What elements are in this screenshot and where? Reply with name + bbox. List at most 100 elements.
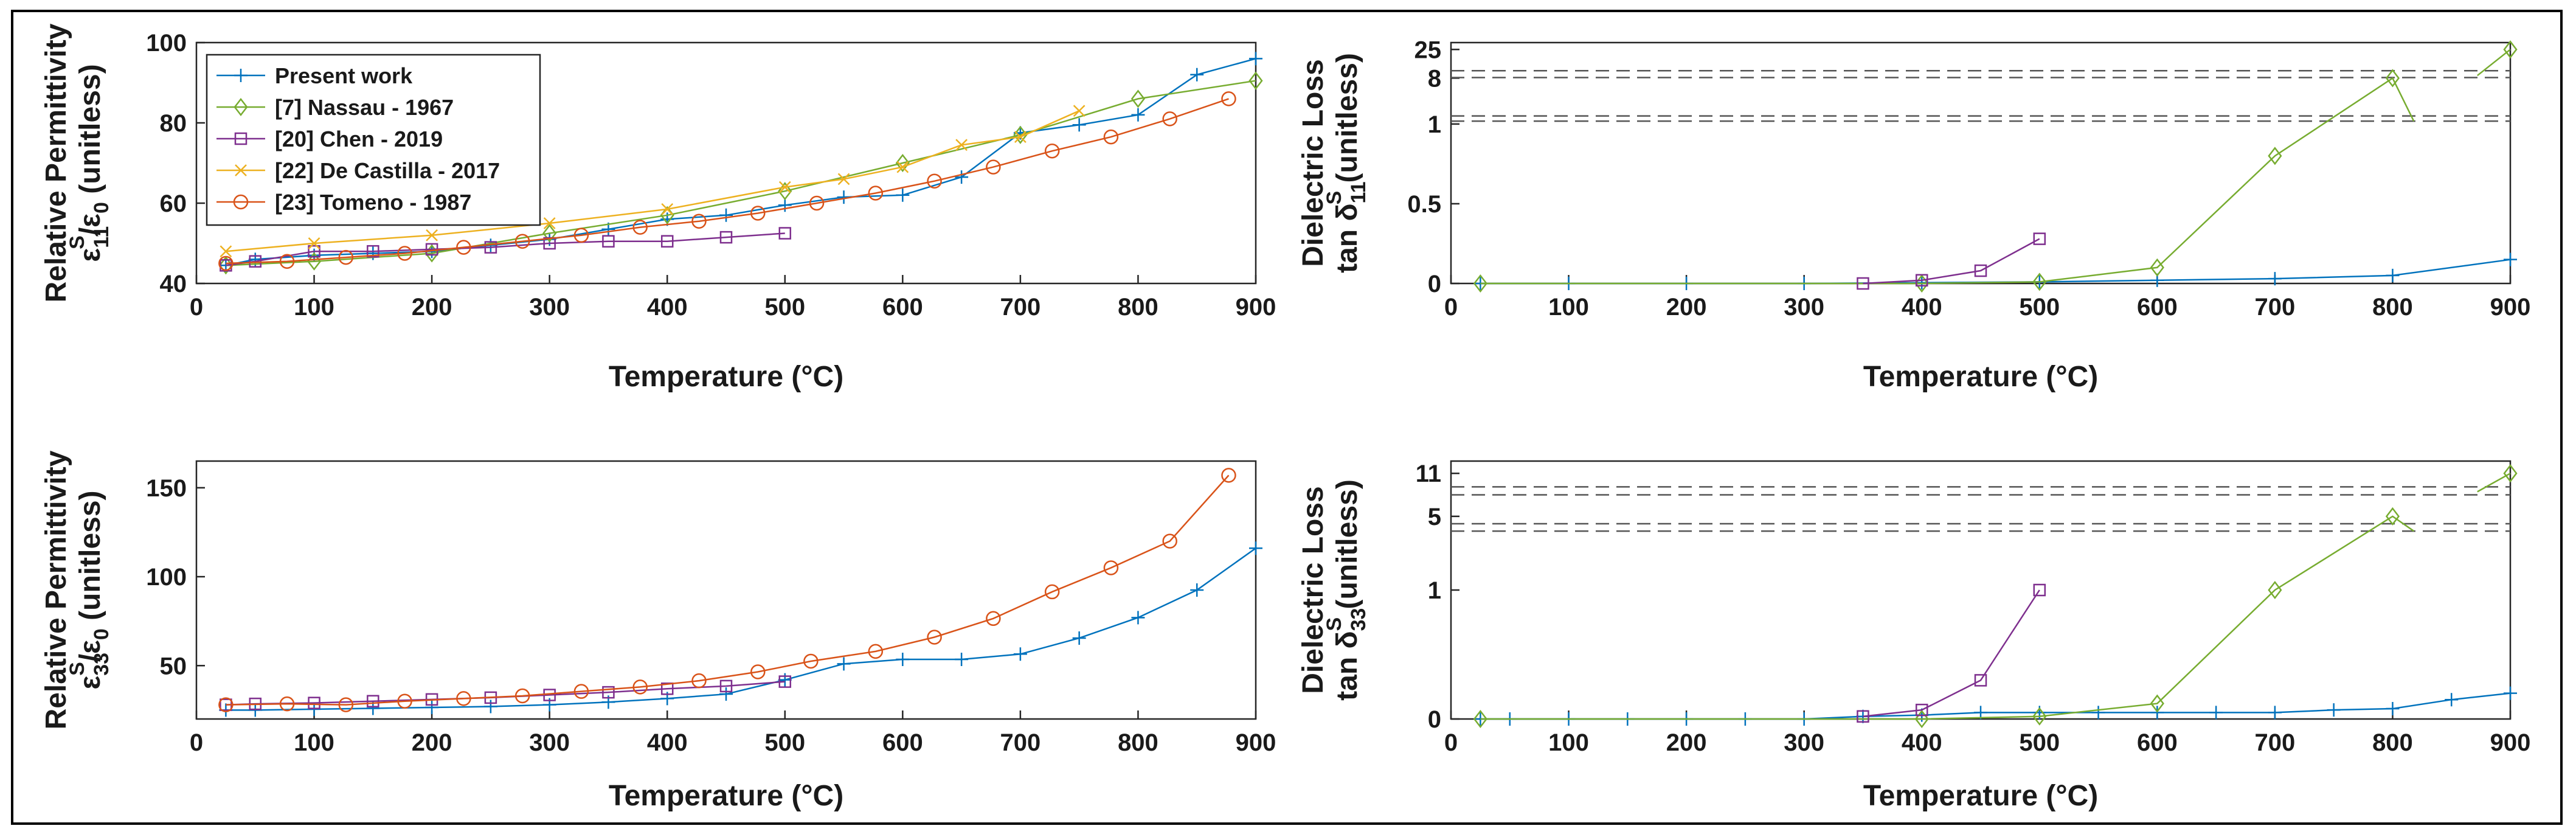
data-point <box>750 664 766 679</box>
plot-area <box>195 41 1257 285</box>
x-tick-label: 200 <box>1666 294 1707 321</box>
x-tick-label: 100 <box>1548 729 1589 756</box>
data-point <box>1974 264 1987 277</box>
data-point <box>2150 694 2164 713</box>
data-point <box>660 682 674 695</box>
y-tick-label: 11 <box>1416 460 1441 487</box>
y-tick-label: 50 <box>160 653 187 679</box>
data-point <box>514 234 530 249</box>
x-tick-label: 300 <box>529 729 570 756</box>
y-axis-label: Dielectric Loss tan δ33S (unitless) <box>1297 479 1370 701</box>
legend-entry: [22] De Castilla - 2017 <box>216 158 500 183</box>
data-point <box>397 693 412 709</box>
data-point <box>1130 89 1146 108</box>
data-point <box>986 611 1001 627</box>
y-tick-label: 60 <box>160 190 187 217</box>
y-tick-label: 1 <box>1428 577 1441 604</box>
y-tick-label: 40 <box>160 271 187 297</box>
chart-eps11: 0 100 200 300 400 500 600 700 800 900 40 60 80 100 Te… <box>40 23 1276 393</box>
data-point <box>1914 709 1929 729</box>
data-point <box>2445 693 2459 707</box>
data-point <box>2268 272 2282 286</box>
data-point <box>2033 232 2046 245</box>
data-point <box>1221 468 1236 483</box>
x-tick-label: 700 <box>1000 294 1041 321</box>
legend-entry: Present work <box>216 63 413 88</box>
data-point <box>1249 52 1262 66</box>
x-tick-label: 100 <box>294 729 334 756</box>
series-chen <box>220 675 792 711</box>
legend-entry: [7] Nassau - 1967 <box>216 95 454 120</box>
legend-marker <box>234 69 248 82</box>
data-point <box>1013 647 1027 661</box>
series-tomeno <box>218 91 1236 271</box>
data-point <box>1473 274 1487 293</box>
data-point <box>338 249 354 265</box>
data-point <box>308 696 320 709</box>
y-axis-label-line2: tan δ11S (unitless) <box>1323 53 1370 273</box>
data-point <box>1190 68 1204 82</box>
series-line <box>1863 589 2040 718</box>
legend-marker <box>234 132 248 145</box>
x-tick-label: 600 <box>2137 294 2178 321</box>
legend-label: Present work <box>275 63 413 88</box>
data-point <box>1162 111 1177 127</box>
data-point <box>1857 710 1869 723</box>
x-tick-label: 300 <box>1784 729 1824 756</box>
y-axis-label-line2: ε11S/ε0 (unitless) <box>66 64 113 262</box>
series-chen <box>1857 583 2046 723</box>
x-axis-label: Temperature (°C) <box>609 361 843 393</box>
data-point <box>927 173 942 189</box>
x-tick-label: 500 <box>2019 729 2060 756</box>
series-present <box>1473 252 2517 290</box>
chart-eps33: 0 100 200 300 400 500 600 700 800 900 50 100 150 Tem… <box>40 450 1276 812</box>
series-line <box>226 681 785 706</box>
data-point <box>2209 706 2223 720</box>
y-tick-label: 0 <box>1428 271 1441 297</box>
x-tick-label: 0 <box>190 294 203 321</box>
x-tick-label: 800 <box>2372 729 2413 756</box>
data-point <box>803 653 819 669</box>
y-tick-label: 100 <box>146 564 187 591</box>
x-tick-label: 900 <box>2490 294 2531 321</box>
series-present <box>219 541 1262 717</box>
data-point <box>1044 584 1060 600</box>
series-chen <box>220 227 792 272</box>
data-point <box>397 246 412 261</box>
data-point <box>660 235 674 248</box>
x-tick-label: 400 <box>647 729 688 756</box>
data-point <box>1473 709 1487 729</box>
data-point <box>602 686 615 699</box>
x-tick-label: 600 <box>882 294 923 321</box>
data-point <box>2268 706 2282 720</box>
data-point <box>1221 91 1236 106</box>
data-point <box>868 186 884 201</box>
data-point <box>955 653 969 667</box>
data-point <box>367 695 379 708</box>
y-axis-label: Relative Permittivity ε11S/ε0 (unitless) <box>40 23 113 302</box>
x-tick-label: 800 <box>2372 294 2413 321</box>
y-axis-label-line1: Relative Permittivity <box>40 450 72 729</box>
data-point <box>896 653 910 667</box>
legend-label: [22] De Castilla - 2017 <box>275 158 500 183</box>
data-point <box>2386 702 2400 716</box>
y-tick-label: 0 <box>1428 706 1441 733</box>
x-tick-label: 0 <box>1444 294 1458 321</box>
data-point <box>279 696 295 712</box>
x-tick-label: 600 <box>2137 729 2178 756</box>
x-tick-label: 700 <box>2255 729 2296 756</box>
series-line <box>1480 692 2511 720</box>
data-point <box>1131 108 1145 122</box>
x-tick-label: 800 <box>1118 729 1158 756</box>
x-tick-label: 100 <box>294 294 334 321</box>
data-point <box>1131 611 1145 625</box>
data-point <box>895 153 910 173</box>
y-tick-label: 80 <box>160 110 187 137</box>
data-point <box>868 644 884 659</box>
data-point <box>719 231 733 244</box>
y-axis-label-line1: Dielectric Loss <box>1297 59 1329 266</box>
data-point <box>542 224 557 243</box>
x-tick-label: 700 <box>1000 729 1041 756</box>
data-point <box>691 214 707 229</box>
data-point <box>484 241 497 254</box>
